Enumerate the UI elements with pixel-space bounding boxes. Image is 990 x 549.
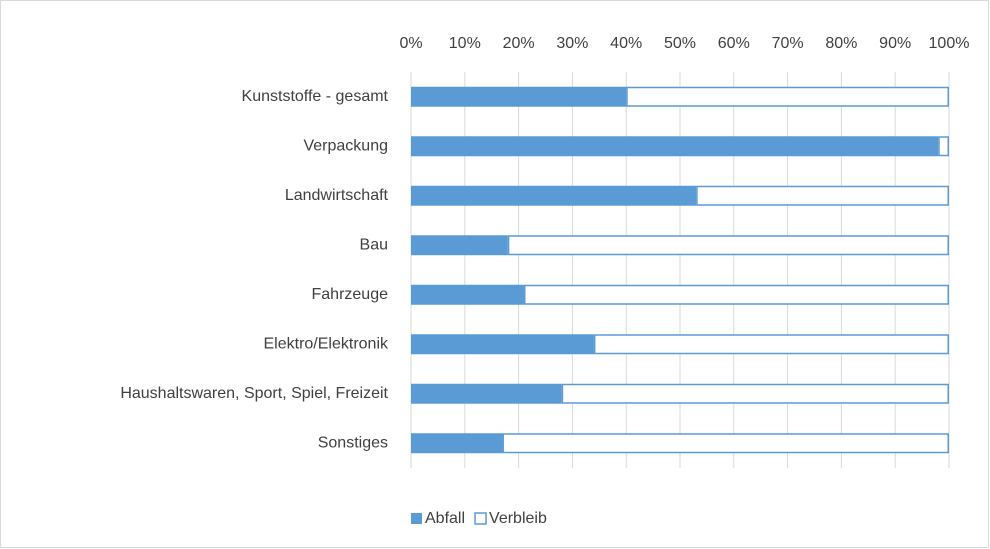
bar bbox=[523, 284, 949, 305]
bar bbox=[938, 136, 949, 157]
x-tick-label: 70% bbox=[772, 35, 804, 52]
legend-swatch bbox=[411, 513, 422, 524]
bar bbox=[411, 284, 524, 305]
x-tick-label: 30% bbox=[556, 35, 588, 52]
bar bbox=[626, 86, 949, 107]
legend-swatch bbox=[474, 512, 487, 525]
y-tick-label: Landwirtschaft bbox=[285, 187, 389, 204]
bar bbox=[411, 334, 594, 355]
x-tick-label: 40% bbox=[610, 35, 642, 52]
y-tick-label: Kunststoffe - gesamt bbox=[242, 88, 389, 105]
bar bbox=[502, 433, 949, 454]
legend-label: Abfall bbox=[425, 510, 465, 527]
x-tick-label: 50% bbox=[664, 35, 696, 52]
y-tick-label: Sonstiges bbox=[318, 434, 388, 451]
x-tick-label: 100% bbox=[929, 35, 970, 52]
y-tick-label: Bau bbox=[360, 236, 388, 253]
bar bbox=[696, 185, 950, 206]
y-tick-label: Elektro/Elektronik bbox=[264, 335, 389, 352]
x-tick-label: 60% bbox=[718, 35, 750, 52]
x-tick-label: 80% bbox=[825, 35, 857, 52]
x-tick-label: 0% bbox=[399, 35, 422, 52]
y-tick-label: Haushaltswaren, Sport, Spiel, Freizeit bbox=[120, 385, 388, 402]
bar bbox=[411, 185, 697, 206]
bar bbox=[411, 86, 627, 107]
bar bbox=[411, 383, 562, 404]
x-tick-label: 10% bbox=[449, 35, 481, 52]
bar bbox=[561, 383, 949, 404]
bar bbox=[507, 235, 949, 256]
x-tick-label: 90% bbox=[879, 35, 911, 52]
x-tick-label: 20% bbox=[503, 35, 535, 52]
bar bbox=[411, 433, 503, 454]
bar bbox=[411, 235, 508, 256]
bar bbox=[411, 136, 939, 157]
y-tick-label: Fahrzeuge bbox=[312, 286, 389, 303]
y-tick-label: Verpackung bbox=[303, 137, 388, 154]
bar bbox=[593, 334, 949, 355]
legend-label: Verbleib bbox=[489, 510, 547, 527]
